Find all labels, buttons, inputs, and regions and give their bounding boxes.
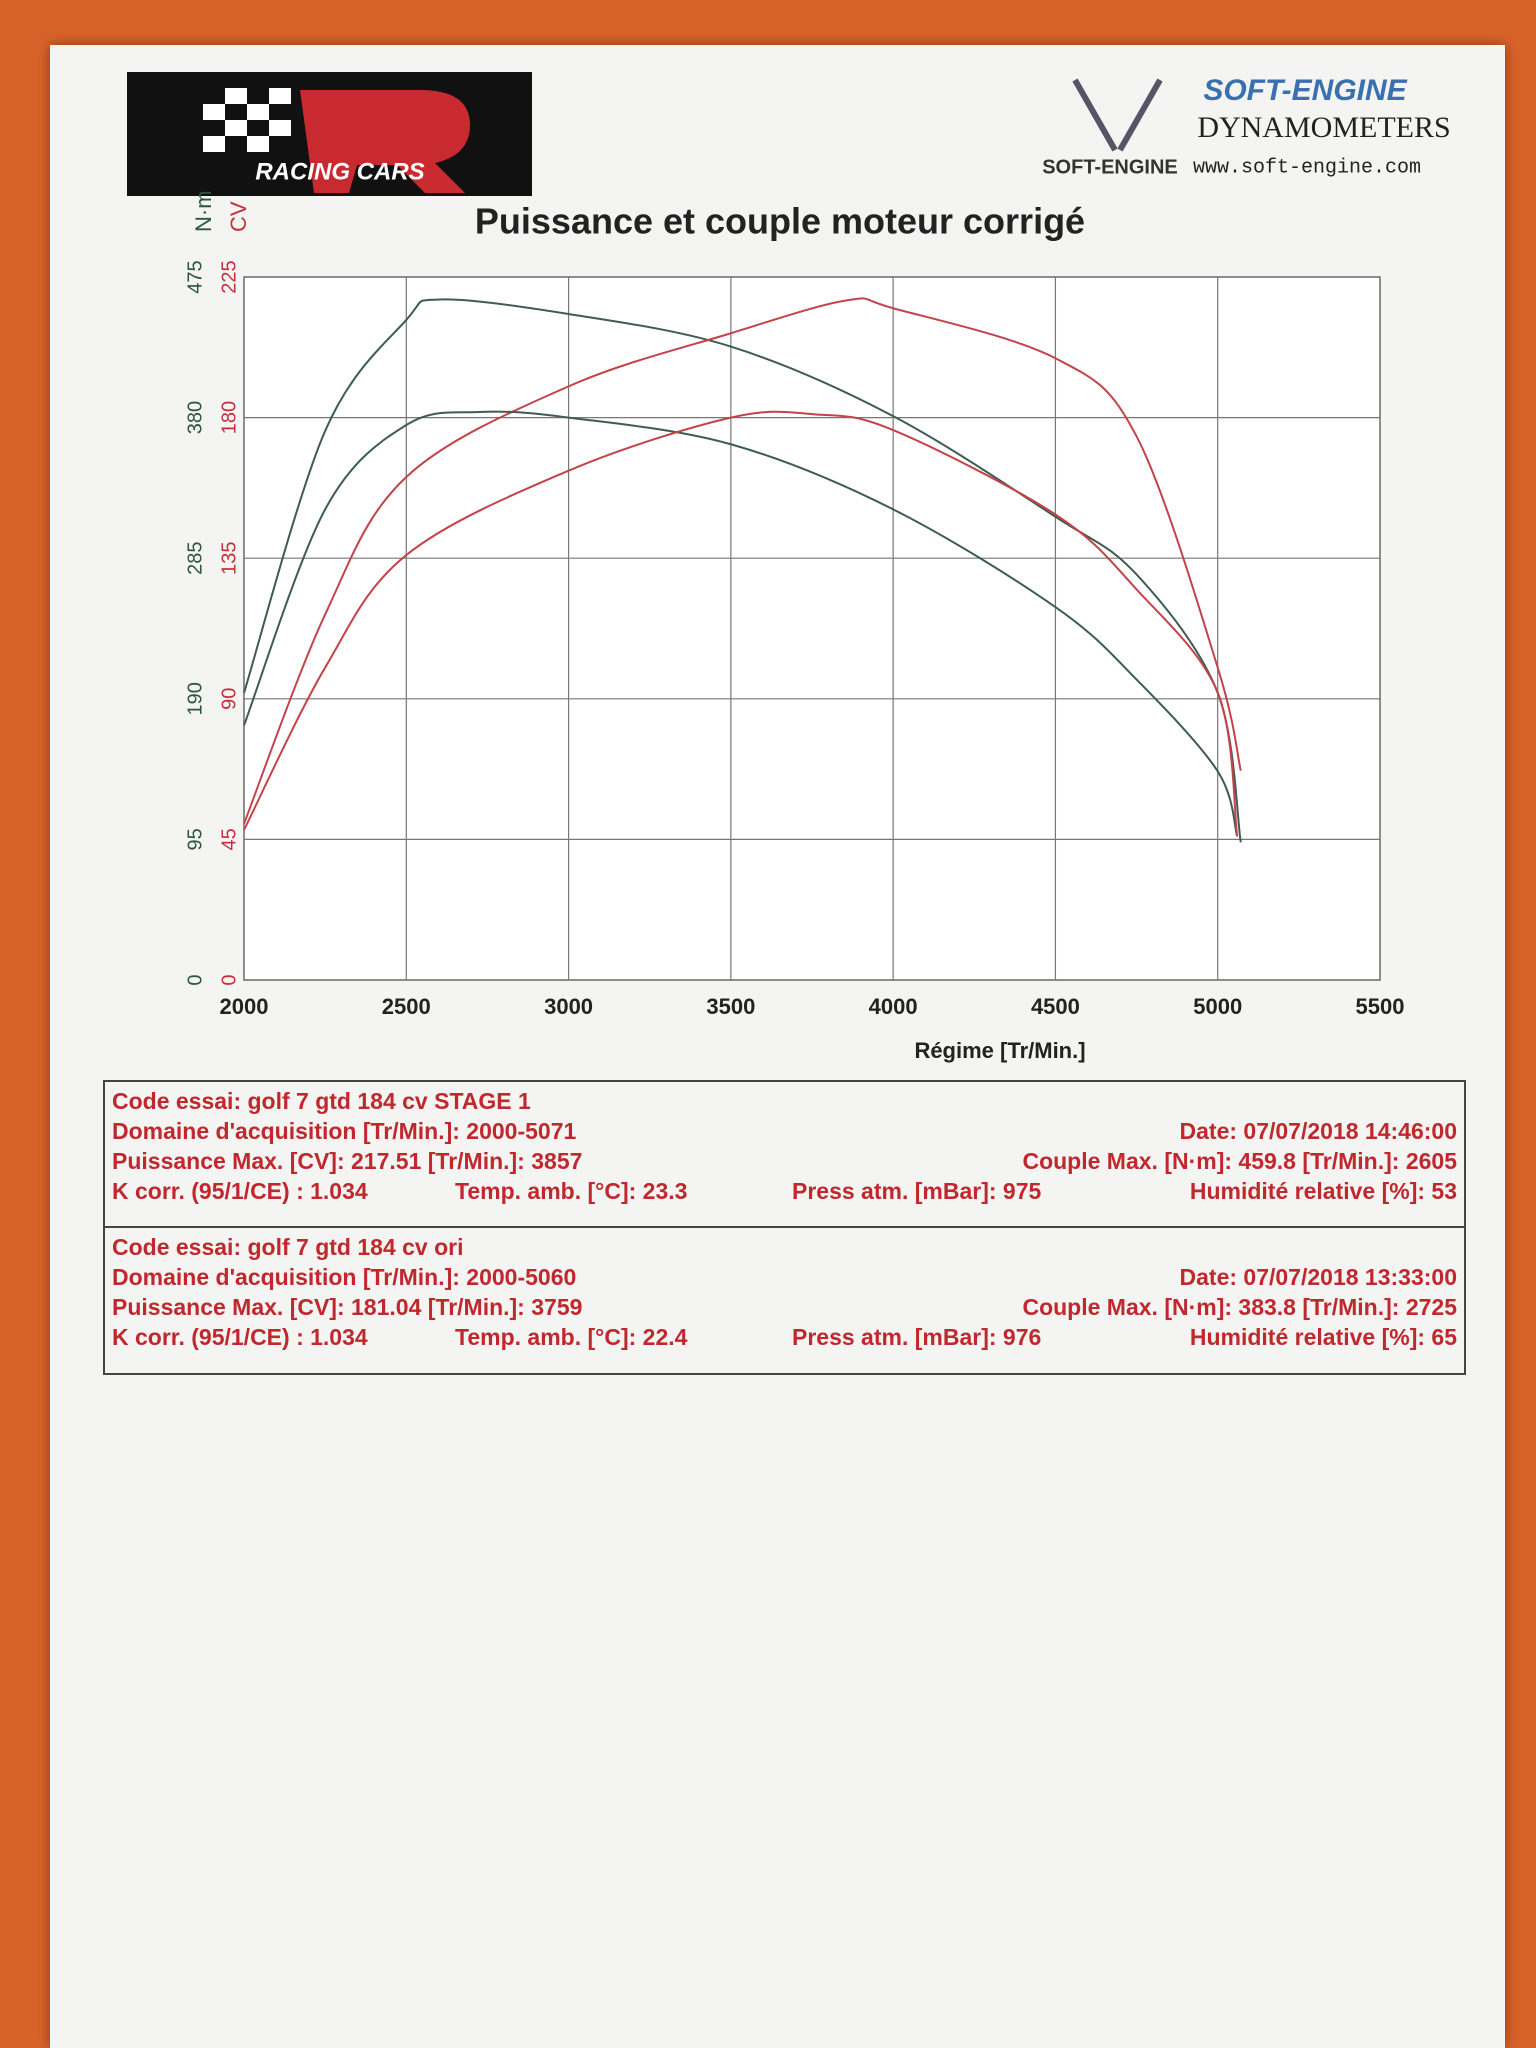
logo-text: RACING CARS	[255, 158, 424, 185]
info-text: Humidité relative [%]: 53	[1190, 1178, 1457, 1204]
y-tick-label: 190	[184, 682, 206, 715]
brand-mark: SOFT-ENGINE	[1042, 156, 1178, 178]
y2-tick-label: 45	[218, 828, 240, 850]
x-tick-label: 5500	[1356, 994, 1405, 1019]
info-text: Couple Max. [N·m]: 383.8 [Tr/Min.]: 2725	[1022, 1294, 1457, 1320]
info-text: Humidité relative [%]: 65	[1190, 1324, 1457, 1350]
info-text: Date: 07/07/2018 14:46:00	[1180, 1118, 1457, 1144]
brand-sub: DYNAMOMETERS	[1197, 111, 1450, 144]
y-axis-label: N·m	[191, 190, 216, 232]
info-text: K corr. (95/1/CE) : 1.034	[112, 1324, 368, 1350]
logo-r	[300, 90, 470, 193]
x-tick-label: 4000	[869, 994, 918, 1019]
y2-tick-label: 180	[218, 401, 240, 434]
x-tick-label: 3500	[706, 994, 755, 1019]
y-tick-label: 95	[184, 828, 206, 850]
curve	[243, 410, 1239, 837]
y2-tick-label: 0	[218, 974, 240, 985]
info-text: Code essai: golf 7 gtd 184 cv ori	[112, 1234, 464, 1260]
info-text: K corr. (95/1/CE) : 1.034	[112, 1178, 368, 1204]
info-text: Domaine d'acquisition [Tr/Min.]: 2000-50…	[112, 1118, 577, 1144]
info-text: Code essai: golf 7 gtd 184 cv STAGE 1	[112, 1088, 531, 1114]
curve	[243, 297, 1242, 825]
info-text: Temp. amb. [°C]: 22.4	[455, 1324, 688, 1350]
x-tick-label: 5000	[1193, 994, 1242, 1019]
curve	[243, 298, 1242, 843]
curve	[243, 410, 1239, 837]
y-tick-label: 285	[184, 542, 206, 575]
y2-tick-label: 225	[218, 260, 240, 293]
info-text: Puissance Max. [CV]: 181.04 [Tr/Min.]: 3…	[112, 1294, 582, 1320]
y2-tick-label: 90	[218, 688, 240, 710]
engine-icon	[1072, 78, 1163, 152]
info-text: Press atm. [mBar]: 975	[792, 1178, 1041, 1204]
x-tick-label: 2000	[220, 994, 269, 1019]
x-axis-label: Régime [Tr/Min.]	[914, 1038, 1085, 1063]
logo-checker	[203, 88, 291, 152]
chart-title: Puissance et couple moteur corrigé	[475, 201, 1085, 242]
info-text: Puissance Max. [CV]: 217.51 [Tr/Min.]: 3…	[112, 1148, 582, 1174]
x-tick-label: 3000	[544, 994, 593, 1019]
info-text: Temp. amb. [°C]: 23.3	[455, 1178, 687, 1204]
y-tick-label: 380	[184, 401, 206, 434]
plot-area	[243, 276, 1381, 981]
x-tick-label: 2500	[382, 994, 431, 1019]
info-text: Date: 07/07/2018 13:33:00	[1180, 1264, 1457, 1290]
y-tick-label: 0	[184, 974, 206, 985]
url: www.soft-engine.com	[1193, 156, 1421, 179]
info-text: Press atm. [mBar]: 976	[792, 1324, 1041, 1350]
y2-tick-label: 135	[218, 542, 240, 575]
x-tick-label: 4500	[1031, 994, 1080, 1019]
y-tick-label: 475	[184, 260, 206, 293]
info-text: Couple Max. [N·m]: 459.8 [Tr/Min.]: 2605	[1022, 1148, 1457, 1174]
y2-axis-label: CV	[226, 201, 251, 232]
brand: SOFT-ENGINE	[1203, 74, 1407, 107]
info-text: Domaine d'acquisition [Tr/Min.]: 2000-50…	[112, 1264, 576, 1290]
